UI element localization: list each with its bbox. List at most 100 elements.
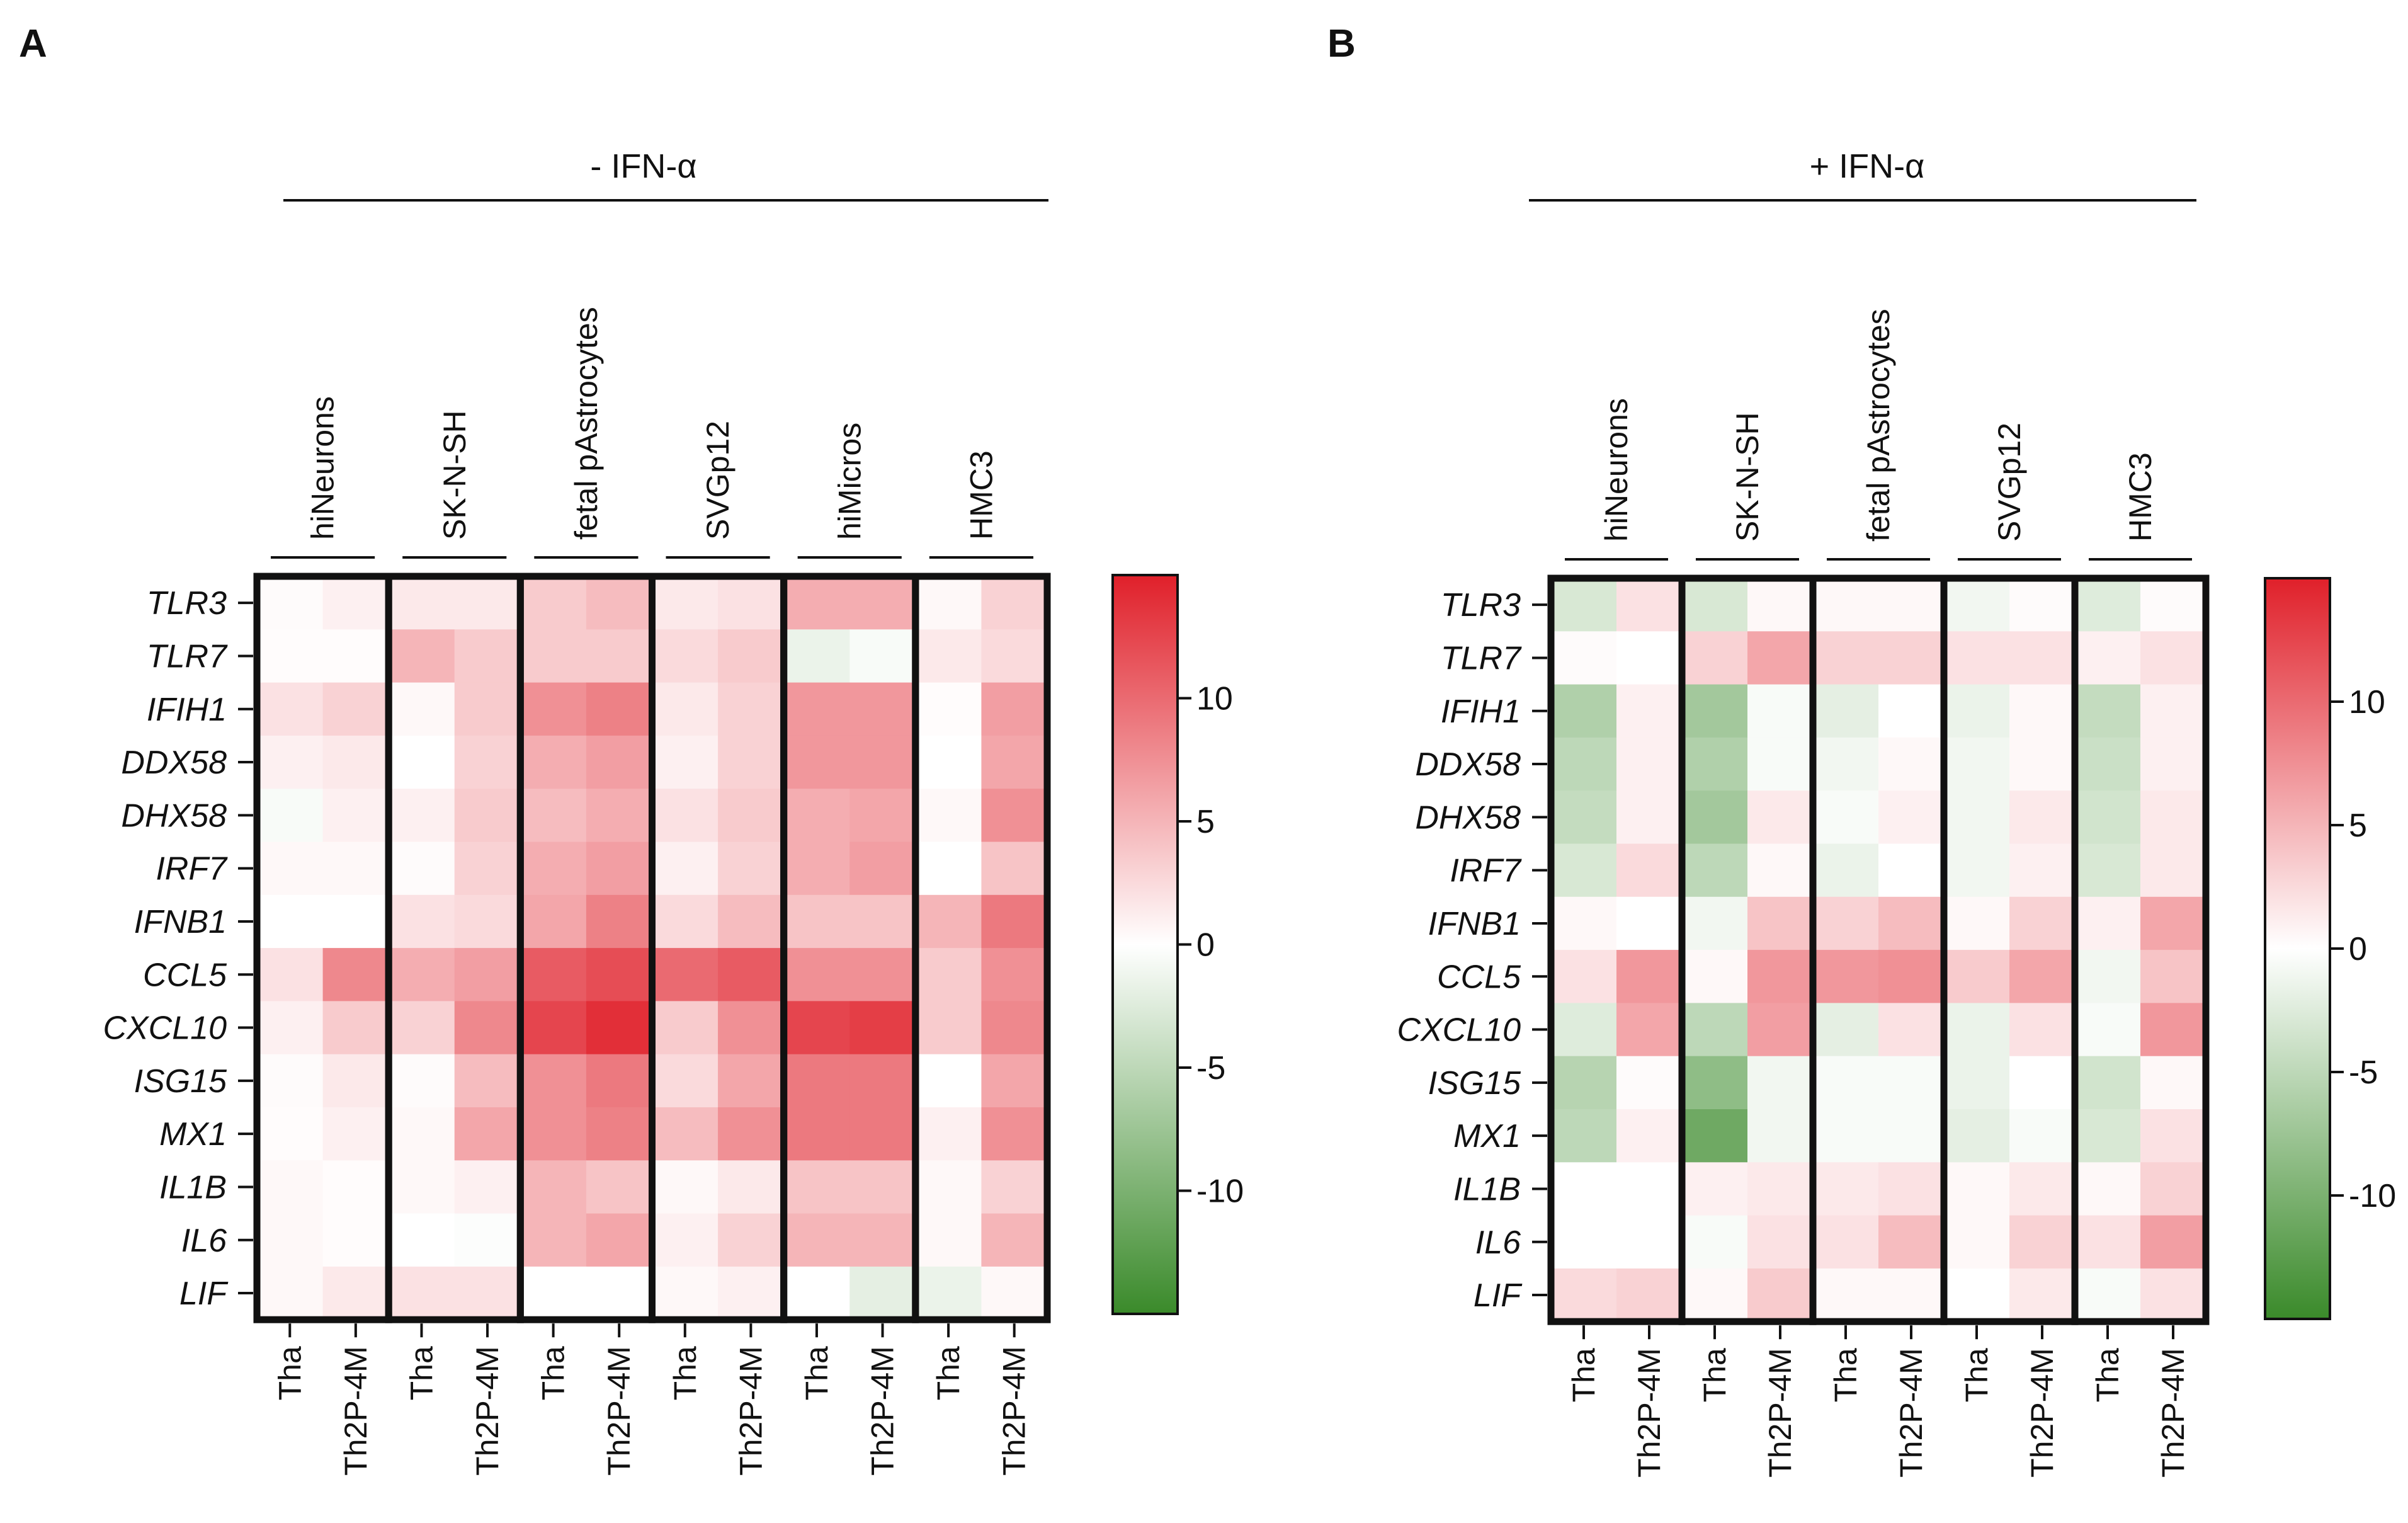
- gene-label: ISG15: [1428, 1065, 1521, 1102]
- colorbar-gradient: [2264, 577, 2331, 1320]
- heatmap-cell: [1813, 843, 1879, 898]
- heatmap-cell: [454, 1001, 521, 1055]
- column-label: Th2P-4M: [1894, 1348, 1929, 1478]
- heatmap-cell: [783, 629, 850, 683]
- heatmap-cell: [652, 1160, 718, 1214]
- gene-label: IL1B: [159, 1169, 227, 1206]
- heatmap-cell: [1944, 684, 2010, 738]
- heatmap-cell: [783, 682, 850, 736]
- column-label: Tha: [1697, 1348, 1732, 1402]
- heatmap-cell: [586, 948, 653, 1001]
- heatmap-cell: [2009, 737, 2076, 791]
- colorbar-tick-label: 5: [1196, 804, 1215, 840]
- heatmap-cell: [2140, 843, 2206, 898]
- heatmap-cell: [2009, 1056, 2076, 1110]
- group-border: [912, 573, 1051, 1323]
- heatmap-cell: [2075, 631, 2141, 685]
- heatmap-cell: [849, 576, 916, 630]
- gene-label: IFNB1: [134, 904, 227, 940]
- heatmap-cell: [2075, 684, 2141, 738]
- heatmap-cell: [1878, 1215, 1945, 1269]
- heatmap-cell: [783, 841, 850, 896]
- gene-label: MX1: [159, 1116, 227, 1153]
- heatmap-cell: [849, 735, 916, 789]
- heatmap-cell: [718, 735, 785, 789]
- heatmap-cell: [1616, 1056, 1683, 1110]
- heatmap-cell: [586, 576, 653, 630]
- heatmap-cell: [718, 1213, 785, 1267]
- colorbar-tick-label: -5: [1196, 1050, 1225, 1087]
- heatmap-cell: [389, 789, 455, 843]
- column-label: Tha: [931, 1346, 966, 1400]
- heatmap-cell: [1813, 1109, 1879, 1163]
- heatmap-cell: [1682, 896, 1748, 950]
- column-label: Tha: [404, 1346, 439, 1400]
- heatmap-cell: [2140, 1109, 2206, 1163]
- heatmap-cell: [257, 1160, 324, 1214]
- gene-label: TLR7: [147, 638, 228, 675]
- group-label: HMC3: [2123, 452, 2158, 542]
- heatmap-cell: [2140, 1162, 2206, 1216]
- group-label: SK-N-SH: [1730, 412, 1765, 542]
- heatmap-cell: [1747, 631, 1814, 685]
- heatmap-cell: [1944, 1215, 2010, 1269]
- colorbar-tick-label: 10: [2349, 684, 2385, 721]
- heatmap-cell: [1944, 631, 2010, 685]
- heatmap-cell: [1551, 1056, 1617, 1110]
- gene-label: ISG15: [134, 1063, 227, 1100]
- gene-label: DDX58: [1415, 746, 1521, 783]
- heatmap-cell: [1944, 1109, 2010, 1163]
- heatmap-cell: [454, 682, 521, 736]
- heatmap-cell: [1813, 684, 1879, 738]
- gene-label: CXCL10: [103, 1010, 227, 1047]
- condition-title-a: - IFN-α: [590, 147, 696, 185]
- heatmap-cell: [1944, 790, 2010, 845]
- condition-title-b: + IFN-α: [1810, 147, 1925, 185]
- heatmap-cell: [586, 1160, 653, 1214]
- heatmap-cell: [1944, 1162, 2010, 1216]
- heatmap-cell: [322, 735, 389, 789]
- heatmap-cell: [849, 682, 916, 736]
- heatmap-cell: [257, 576, 324, 630]
- column-label: Th2P-4M: [997, 1346, 1032, 1476]
- heatmap-cell: [2075, 1268, 2141, 1322]
- heatmap-cell: [915, 629, 982, 683]
- heatmap-cell: [718, 1160, 785, 1214]
- heatmap-cell: [520, 1160, 587, 1214]
- heatmap-cell: [1747, 578, 1814, 632]
- heatmap-cell: [1682, 684, 1748, 738]
- heatmap-cell: [586, 629, 653, 683]
- colorbar-tick-label: 0: [2349, 931, 2367, 967]
- heatmap-cell: [1944, 578, 2010, 632]
- heatmap-cell: [718, 1266, 785, 1320]
- heatmap-cell: [981, 682, 1048, 736]
- heatmap-cell: [1878, 790, 1945, 845]
- heatmap-cell: [520, 682, 587, 736]
- heatmap-cell: [322, 576, 389, 630]
- heatmap-cell: [2075, 578, 2141, 632]
- heatmap-cell: [2140, 896, 2206, 950]
- gene-label: LIF: [1474, 1277, 1523, 1314]
- heatmap-cell: [783, 576, 850, 630]
- heatmap-cell: [915, 1001, 982, 1055]
- heatmap-cell: [1551, 843, 1617, 898]
- heatmap-cell: [454, 629, 521, 683]
- colorbar-b: 10 5 0 -5 -10: [2264, 577, 2396, 1320]
- heatmap-cell: [981, 789, 1048, 843]
- group-label: hiNeurons: [1599, 398, 1634, 542]
- heatmap-cell: [1682, 1162, 1748, 1216]
- group-border: [2071, 574, 2210, 1325]
- heatmap-cell: [2075, 1215, 2141, 1269]
- heatmap-cell: [1878, 578, 1945, 632]
- heatmap-cell: [2075, 1056, 2141, 1110]
- heatmap-cell: [1813, 790, 1879, 845]
- gene-label: IFIH1: [1441, 693, 1521, 730]
- heatmap-cell: [322, 841, 389, 896]
- heatmap-cell: [1616, 1162, 1683, 1216]
- heatmap-cell: [257, 1213, 324, 1267]
- heatmap-cell: [849, 841, 916, 896]
- heatmap-cell: [1616, 1215, 1683, 1269]
- heatmap-cell: [1616, 737, 1683, 791]
- heatmap-cell: [322, 1001, 389, 1055]
- heatmap-cell: [2140, 1003, 2206, 1057]
